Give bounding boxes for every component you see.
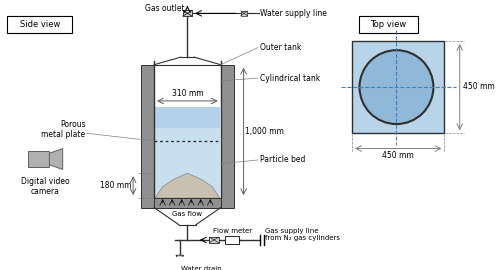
Text: Top view: Top view bbox=[370, 20, 406, 29]
Bar bbox=[154, 61, 220, 208]
Bar bbox=[155, 107, 220, 198]
Bar bbox=[220, 65, 234, 208]
Text: 310 mm: 310 mm bbox=[172, 89, 203, 98]
Bar bbox=[28, 151, 50, 167]
Bar bbox=[155, 107, 220, 128]
Bar bbox=[359, 16, 418, 33]
Bar bbox=[352, 41, 444, 133]
Text: Water drain: Water drain bbox=[180, 266, 222, 270]
Circle shape bbox=[360, 50, 434, 124]
Text: 1,000 mm: 1,000 mm bbox=[246, 127, 284, 136]
Bar bbox=[226, 236, 239, 244]
Bar bbox=[210, 237, 219, 243]
Polygon shape bbox=[50, 148, 62, 170]
Text: Side view: Side view bbox=[20, 20, 60, 29]
Text: Flow meter: Flow meter bbox=[212, 228, 252, 234]
Text: Porous
metal plate: Porous metal plate bbox=[42, 120, 86, 139]
Text: Gas outlet: Gas outlet bbox=[145, 4, 184, 13]
Text: Gas flow: Gas flow bbox=[172, 211, 203, 217]
Bar bbox=[240, 11, 248, 16]
Text: Digital video
camera: Digital video camera bbox=[21, 177, 70, 197]
Bar bbox=[154, 198, 220, 208]
Text: Particle bed: Particle bed bbox=[260, 156, 305, 164]
Text: Gas supply line
from N₂ gas cylinders: Gas supply line from N₂ gas cylinders bbox=[266, 228, 340, 241]
Polygon shape bbox=[155, 173, 220, 198]
Text: Water supply line: Water supply line bbox=[260, 9, 326, 18]
Text: 450 mm: 450 mm bbox=[382, 151, 414, 160]
Text: Cylindrical tank: Cylindrical tank bbox=[260, 73, 320, 83]
Polygon shape bbox=[176, 255, 184, 263]
Text: 180 mm: 180 mm bbox=[100, 181, 131, 190]
Bar bbox=[8, 16, 72, 33]
Bar bbox=[141, 65, 154, 208]
Text: Outer tank: Outer tank bbox=[260, 43, 301, 52]
Text: 450 mm: 450 mm bbox=[462, 82, 494, 91]
Bar bbox=[182, 11, 192, 16]
